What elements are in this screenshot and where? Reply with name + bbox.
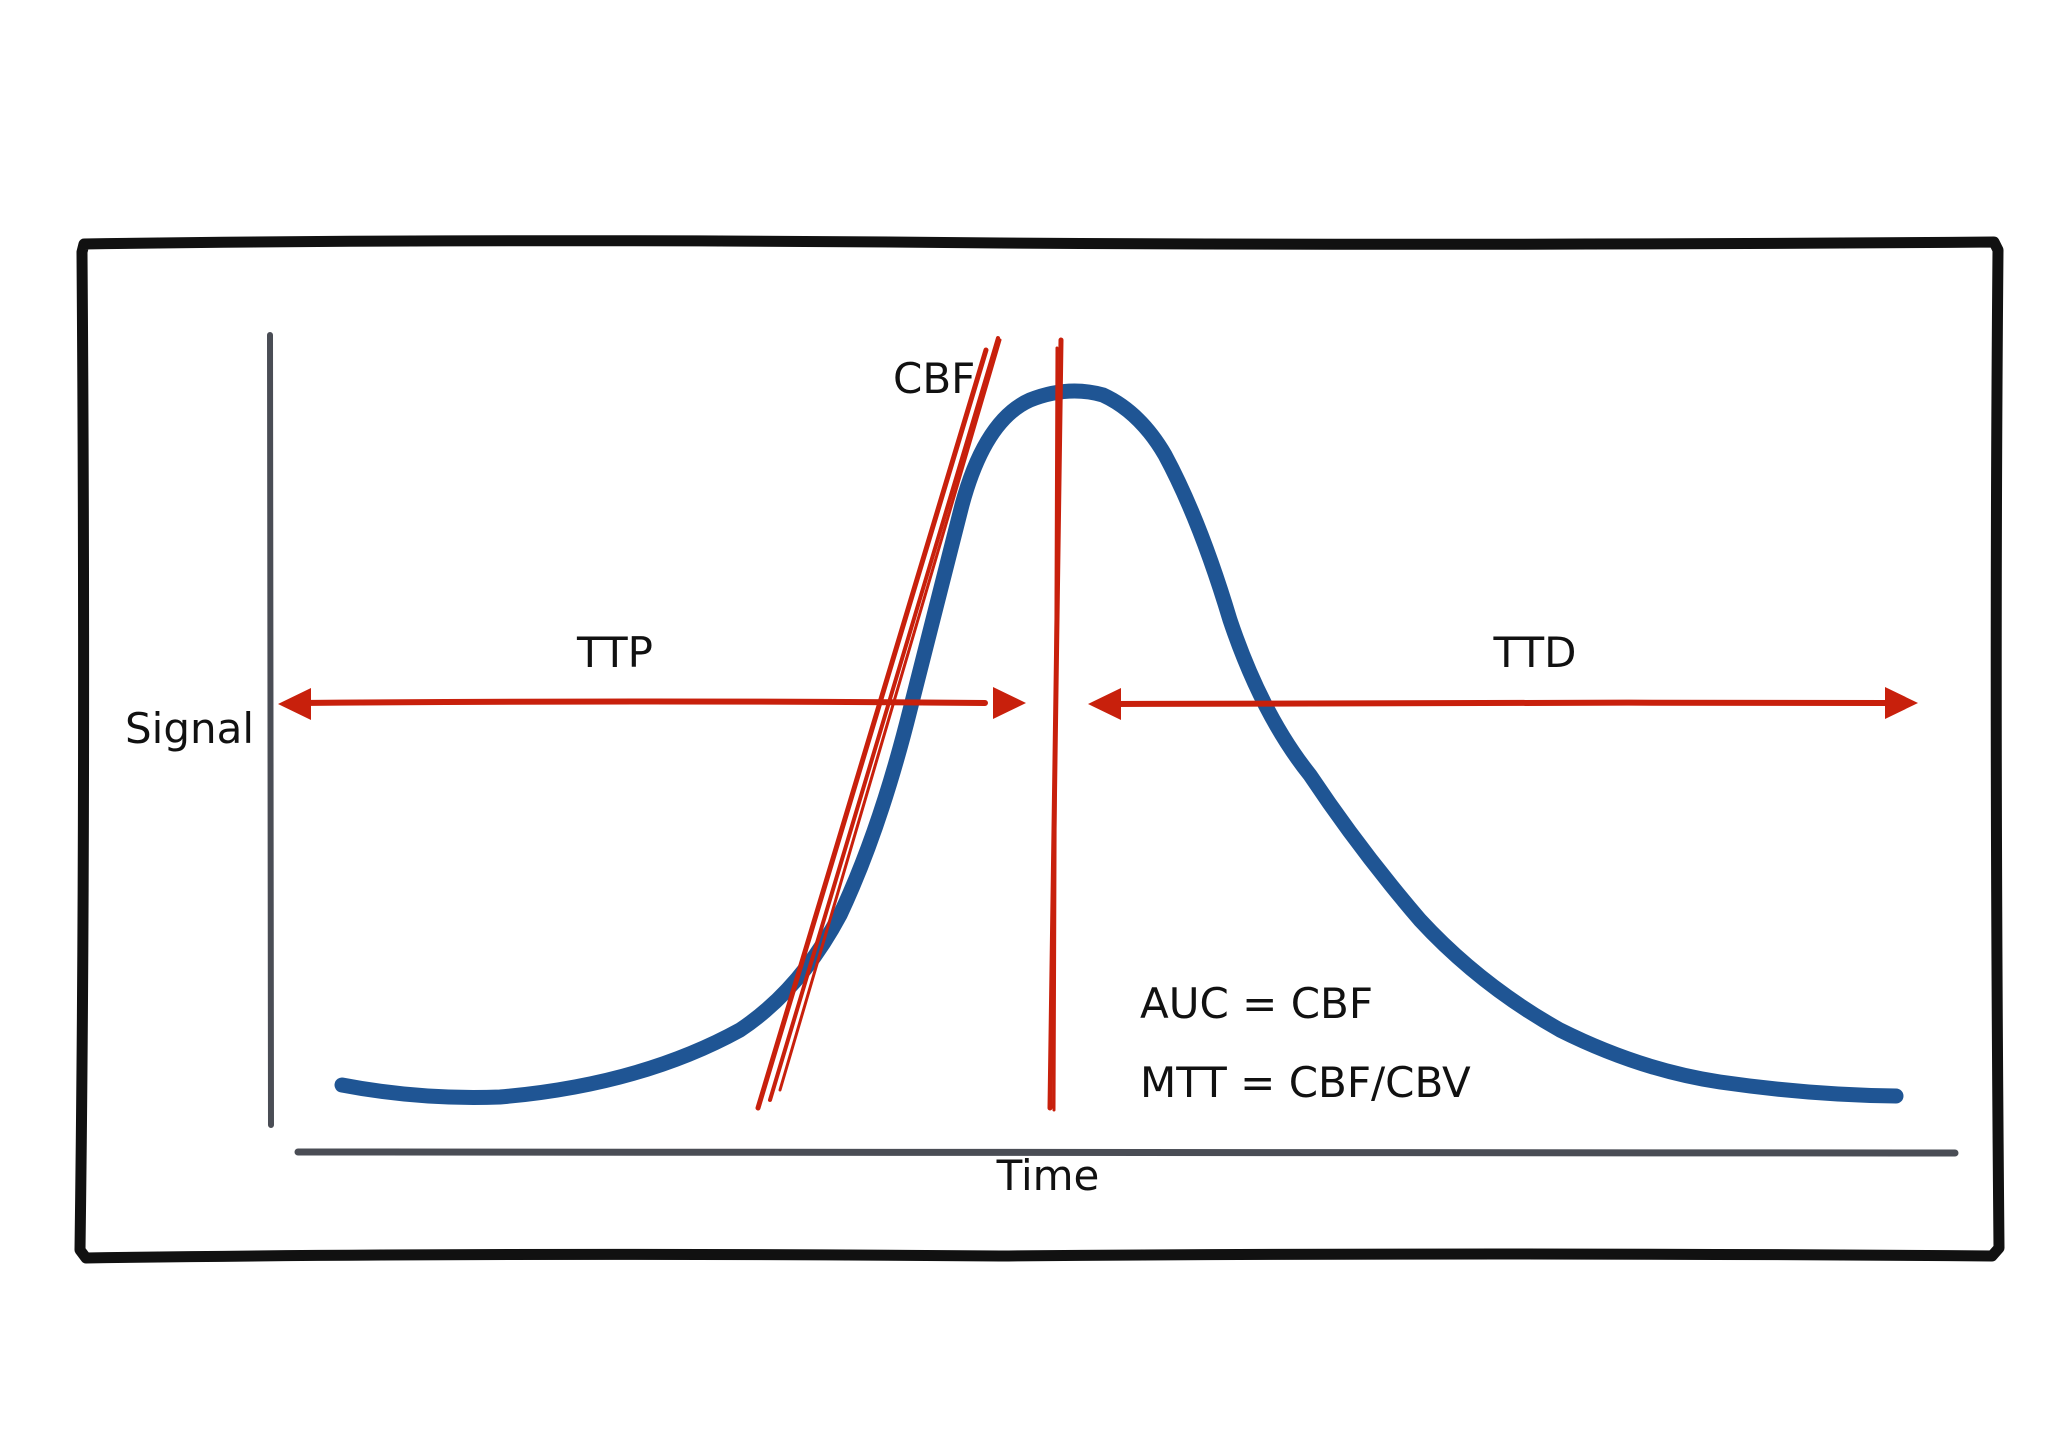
ttp-arrowhead-right — [993, 687, 1026, 719]
cbf-slope-label: CBF — [893, 354, 975, 403]
ttd-arrow — [1088, 687, 1918, 720]
cbf-slope-line — [755, 336, 1002, 1111]
diagram-frame — [74, 235, 2005, 1264]
x-axis — [294, 1147, 1959, 1157]
peak-line — [1047, 337, 1064, 1112]
ttp-arrowhead-left — [278, 688, 311, 720]
ttd-label: TTD — [1493, 628, 1577, 677]
auc-formula: AUC = CBF — [1140, 979, 1373, 1028]
ttp-label: TTP — [576, 628, 653, 677]
ttp-arrow — [278, 687, 1026, 720]
ttd-arrowhead-left — [1088, 688, 1121, 720]
mtt-formula: MTT = CBF/CBV — [1140, 1058, 1471, 1107]
x-axis-label: Time — [996, 1151, 1100, 1200]
y-axis — [267, 332, 274, 1128]
signal-curve — [334, 383, 1904, 1105]
ttd-arrowhead-right — [1885, 687, 1918, 719]
y-axis-label: Signal — [125, 704, 254, 753]
